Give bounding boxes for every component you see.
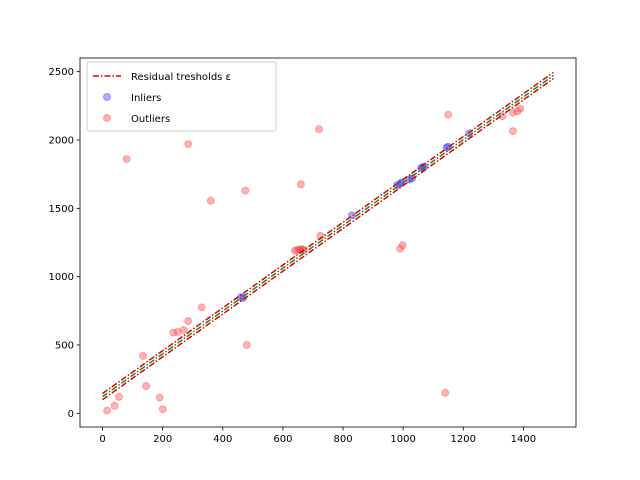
outlier-point [513, 107, 522, 116]
outlier-point [184, 317, 193, 326]
y-tick-label: 0 [68, 409, 74, 420]
outlier-point [396, 244, 405, 253]
outlier-point [508, 127, 517, 136]
y-tick-label: 1500 [49, 204, 74, 215]
outlier-point [398, 241, 407, 250]
y-tick-label: 500 [55, 341, 74, 352]
y-tick-label: 1000 [49, 272, 74, 283]
outlier-point [197, 303, 206, 312]
legend-outliers-marker [103, 114, 111, 122]
x-tick-label: 200 [153, 434, 172, 445]
threshold-line [102, 71, 554, 395]
x-tick-label: 1200 [451, 434, 476, 445]
outlier-point [296, 180, 305, 189]
outlier-point [139, 351, 148, 360]
outlier-point [298, 245, 307, 254]
legend: Residual tresholds ε Inliers Outliers [86, 61, 277, 132]
outlier-point [516, 104, 525, 113]
x-tick-label: 1000 [390, 434, 415, 445]
axes: 0 200 400 600 800 1000 1200 1400 0 500 1000 1500 200… [49, 57, 577, 445]
x-tick-label: 1400 [511, 434, 536, 445]
outlier-point [498, 112, 507, 121]
outlier-point [242, 341, 251, 349]
legend-label-inliers: Inliers [131, 93, 161, 104]
x-tick-label: 600 [273, 434, 292, 445]
outlier-point [290, 246, 299, 255]
outlier-point [173, 328, 182, 336]
outlier-point [155, 393, 164, 402]
outlier-point [508, 108, 517, 117]
plot-area [102, 71, 554, 415]
outlier-point [241, 186, 250, 195]
axes-frame [79, 57, 577, 428]
legend-frame [86, 61, 277, 132]
outlier-point [103, 406, 112, 415]
y-tick-label: 2500 [49, 67, 74, 78]
legend-label-outliers: Outliers [131, 114, 170, 125]
x-tick-label: 400 [213, 434, 232, 445]
outlier-point [122, 155, 131, 164]
outlier-point [158, 405, 167, 414]
series-outliers [103, 104, 525, 415]
y-tick-label: 2000 [49, 136, 74, 147]
threshold-line [102, 77, 554, 401]
outlier-point [184, 140, 193, 149]
outlier-point [169, 328, 178, 337]
outlier-point [110, 401, 119, 410]
outlier-point [206, 196, 215, 205]
fit-line [102, 74, 554, 398]
outlier-point [293, 246, 302, 254]
x-tick-label: 0 [99, 434, 105, 445]
outlier-point [179, 326, 188, 334]
outlier-point [142, 382, 151, 390]
legend-inliers-marker [103, 93, 111, 101]
x-tick-label: 800 [333, 434, 352, 445]
outlier-point [315, 125, 323, 134]
outlier-point [441, 388, 450, 397]
legend-label-thresholds: Residual tresholds ε [131, 72, 231, 83]
outlier-point [115, 392, 124, 401]
outlier-point [444, 110, 453, 119]
